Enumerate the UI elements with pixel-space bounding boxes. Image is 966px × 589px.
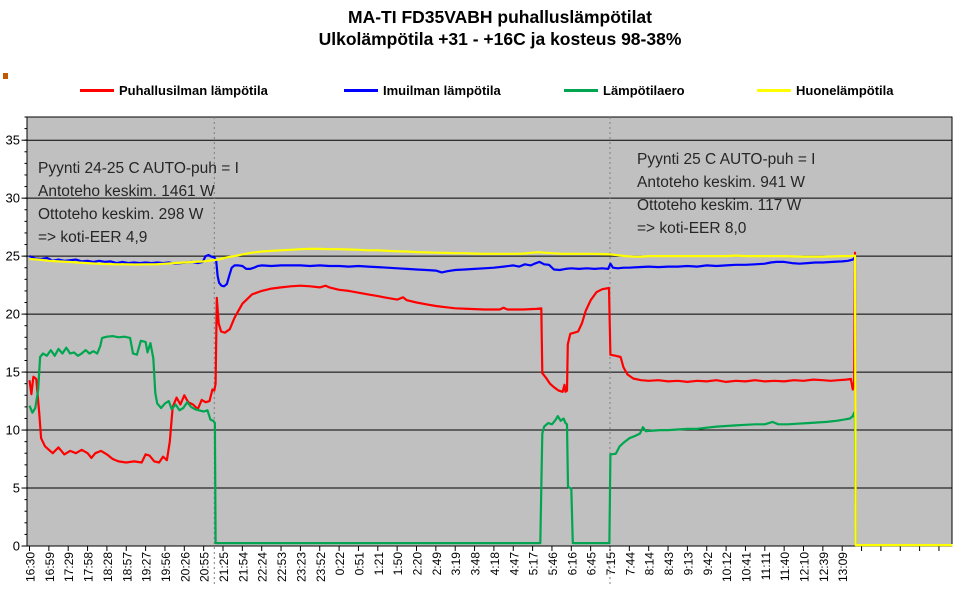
annotation-line: => koti-EER 8,0	[637, 220, 747, 237]
y-axis-label: 0	[13, 539, 20, 554]
plot-background	[26, 116, 953, 547]
annotation-period-1: Pyynti 24-25 C AUTO-puh = I Antoteho kes…	[38, 157, 239, 249]
x-axis-label: 22:24	[256, 552, 270, 582]
x-axis-label: 3:48	[469, 552, 483, 576]
x-axis-label: 0:22	[333, 552, 347, 576]
x-axis-label: 19:27	[140, 552, 154, 582]
x-axis-label: 23:23	[294, 552, 308, 582]
y-axis-label: 35	[6, 133, 20, 148]
x-axis-label: 2:49	[430, 552, 444, 576]
x-axis-label: 4:18	[488, 552, 502, 576]
x-axis-label: 6:16	[565, 552, 579, 576]
y-axis-label: 30	[6, 191, 20, 206]
annotation-line: Pyynti 24-25 C AUTO-puh = I	[38, 160, 239, 177]
series-line-1	[29, 253, 856, 288]
x-axis-label: 7:15	[604, 552, 618, 576]
x-axis-label: 21:54	[236, 552, 250, 582]
y-axis-label: 20	[6, 307, 20, 322]
x-axis-label: 17:29	[62, 552, 76, 582]
series-line-3	[29, 247, 953, 547]
x-axis-label: 8:43	[662, 552, 676, 576]
legend-label: Puhallusilman lämpötila	[119, 82, 268, 98]
annotation-period-2: Pyynti 25 C AUTO-puh = I Antoteho keskim…	[637, 148, 815, 240]
x-axis-label: 11:11	[759, 552, 773, 581]
legend-swatch-green-icon	[564, 88, 598, 92]
legend-item-lampotilaero: Lämpötilaero	[564, 81, 685, 99]
legend-item-huonelampotila: Huonelämpötila	[757, 81, 894, 99]
y-axis-label: 10	[6, 423, 20, 438]
chart-title-line1: MA-TI FD35VABH puhalluslämpötilat	[348, 7, 652, 27]
legend-label: Imuilman lämpötila	[383, 82, 501, 98]
x-axis-label: 5:17	[527, 552, 541, 576]
x-axis-label: 17:58	[82, 552, 96, 582]
annotation-line: Ottoteho keskim. 298 W	[38, 206, 204, 223]
x-axis-label: 7:44	[623, 552, 637, 576]
x-axis-label: 9:13	[681, 552, 695, 576]
x-axis-label: 12:10	[798, 552, 812, 582]
x-axis-label: 23:52	[314, 552, 328, 582]
x-axis-label: 12:39	[817, 552, 831, 582]
series-line-0	[28, 251, 857, 545]
x-axis-label: 9:42	[701, 552, 715, 576]
x-axis-label: 16:59	[43, 552, 57, 582]
x-axis-label: 2:20	[411, 552, 425, 576]
x-axis-label: 6:45	[585, 552, 599, 576]
x-axis-label: 18:57	[120, 552, 134, 582]
x-axis-label: 13:09	[836, 552, 850, 582]
stray-mark	[3, 73, 8, 79]
chart-title-line2: Ulkolämpötila +31 - +16C ja kosteus 98-3…	[318, 29, 682, 49]
x-axis-label: 22:53	[275, 552, 289, 582]
legend-label: Huonelämpötila	[796, 82, 894, 98]
x-axis-label: 21:25	[217, 552, 231, 582]
x-axis-label: 0:51	[352, 552, 366, 576]
chart-title: MA-TI FD35VABH puhalluslämpötilat Ulkolä…	[30, 6, 966, 50]
annotation-line: => koti-EER 4,9	[38, 229, 148, 246]
x-axis-label: 8:14	[643, 552, 657, 576]
annotation-line: Antoteho keskim. 1461 W	[38, 183, 215, 200]
x-axis-label: 20:26	[178, 552, 192, 582]
x-axis-label: 3:19	[449, 552, 463, 576]
y-axis-label: 15	[6, 365, 20, 380]
x-axis-label: 20:55	[198, 552, 212, 582]
legend-swatch-blue-icon	[344, 88, 378, 92]
annotation-line: Ottoteho keskim. 117 W	[637, 197, 802, 214]
x-axis-label: 11:40	[778, 552, 792, 581]
x-axis-label: 10:12	[720, 552, 734, 582]
series-line-2	[28, 335, 857, 545]
x-axis-label: 4:47	[507, 552, 521, 576]
annotation-line: Antoteho keskim. 941 W	[637, 174, 805, 191]
x-axis-label: 18:28	[101, 552, 115, 582]
legend-item-puhallusilman: Puhallusilman lämpötila	[80, 81, 268, 99]
x-axis-label: 1:21	[372, 552, 386, 576]
legend-item-imuilman: Imuilman lämpötila	[344, 81, 501, 99]
y-axis-label: 5	[13, 481, 20, 496]
x-axis-label: 19:56	[159, 552, 173, 582]
y-axis-label: 25	[6, 249, 20, 264]
legend-label: Lämpötilaero	[603, 82, 685, 98]
legend-swatch-red-icon	[80, 88, 114, 92]
x-axis-label: 1:50	[391, 552, 405, 576]
x-axis-label: 5:46	[546, 552, 560, 576]
annotation-line: Pyynti 25 C AUTO-puh = I	[637, 151, 816, 168]
x-axis-label: 10:41	[739, 552, 753, 582]
legend-swatch-yellow-icon	[757, 88, 791, 92]
x-axis-label: 16:30	[24, 552, 38, 582]
